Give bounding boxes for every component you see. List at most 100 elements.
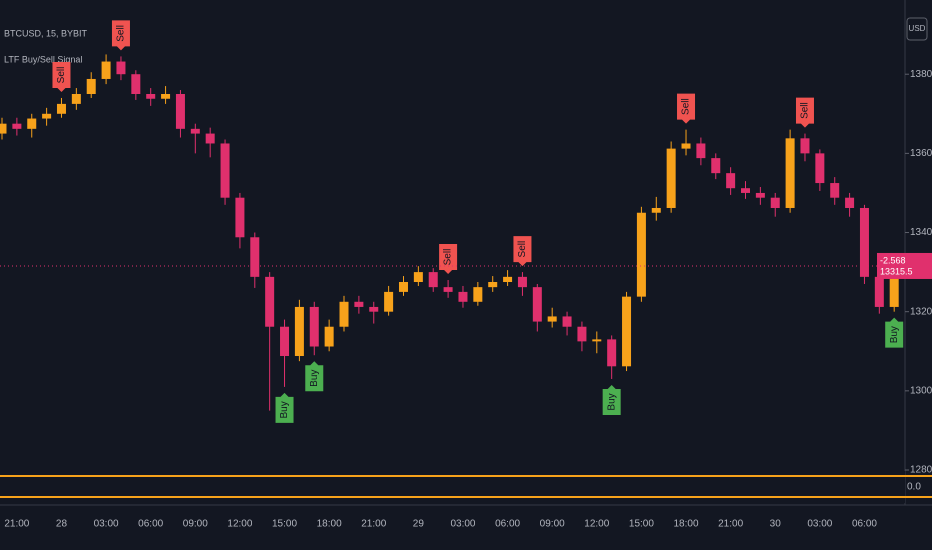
symbol-label: BTCUSD, 15, BYBIT (4, 28, 88, 38)
candle-body (443, 287, 453, 292)
sell-signal (52, 61, 71, 92)
candle-body (889, 265, 899, 307)
candle-body (56, 103, 66, 114)
candle-body (250, 237, 260, 277)
candle-body (815, 153, 825, 184)
candle-body (131, 74, 141, 94)
candle-body (190, 128, 200, 134)
buy-signal-label: Buy (889, 326, 900, 343)
candle-body (175, 94, 185, 129)
candle-body (830, 183, 840, 198)
candle-body (294, 306, 304, 357)
x-tick-label: 12:00 (227, 519, 252, 530)
candle-body (711, 158, 721, 174)
buy-signal-label: Buy (606, 393, 617, 410)
y-tick-label: 13600.0 (910, 148, 932, 159)
x-tick-label: 15:00 (629, 519, 654, 530)
sell-signal (439, 244, 458, 275)
y-tick-label: 13000.0 (910, 385, 932, 396)
candle-body (755, 192, 765, 198)
buy-signal (885, 317, 904, 348)
sell-signal-label: Sell (800, 102, 811, 119)
indicator-label: LTF Buy/Sell Signal (4, 54, 82, 64)
sell-signal (513, 236, 532, 267)
candle-body (12, 123, 22, 129)
candle-body (280, 326, 290, 357)
candle-body (636, 212, 646, 297)
candle-body (874, 276, 884, 307)
candle-body (607, 339, 617, 367)
x-tick-label: 03:00 (450, 519, 475, 530)
x-tick-label: 21:00 (718, 519, 743, 530)
candle-body (146, 94, 156, 99)
x-tick-label: 15:00 (272, 519, 297, 530)
candle-body (161, 94, 171, 99)
candle-body (532, 287, 542, 322)
candle-body (800, 138, 810, 154)
candle-body (0, 123, 7, 134)
candle-body (651, 207, 661, 213)
x-tick-label: 28 (56, 519, 68, 530)
candle-body (785, 138, 795, 208)
x-tick-label: 29 (413, 519, 425, 530)
x-tick-label: 06:00 (495, 519, 520, 530)
buy-signal (602, 384, 621, 415)
sell-signal-label: Sell (56, 67, 67, 84)
x-tick-label: 03:00 (807, 519, 832, 530)
candle-body (577, 326, 587, 342)
y-tick-label: 12800.0 (910, 465, 932, 476)
candle-body (741, 188, 750, 193)
buy-signal-label: Buy (279, 401, 290, 418)
currency-box (906, 17, 928, 41)
sell-signal-label: Sell (681, 98, 692, 115)
candle-body (859, 207, 869, 277)
x-tick-label: 18:00 (317, 519, 342, 530)
candle-body (220, 143, 230, 198)
y-tick-label: 13200.0 (910, 306, 932, 317)
candle-body (517, 276, 527, 288)
candle-body (473, 287, 483, 302)
candle-body (369, 306, 379, 312)
candle-body (726, 173, 736, 189)
y-tick-label: 13400.0 (910, 227, 932, 238)
candle-body (205, 133, 215, 144)
buy-signal-label: Buy (309, 370, 320, 387)
sell-signal-label: Sell (116, 25, 127, 42)
sell-signal-label: Sell (517, 241, 528, 258)
candle-body (622, 296, 632, 367)
candle-body (27, 118, 37, 129)
sell-signal (111, 20, 130, 51)
candle-body (547, 316, 557, 322)
sell-signal-label: Sell (443, 249, 454, 266)
candle-body (458, 291, 468, 302)
candle-body (503, 276, 513, 282)
x-tick-label: 09:00 (183, 519, 208, 530)
candle-body (309, 306, 319, 347)
candle-body (71, 94, 81, 104)
sell-signal (677, 93, 696, 124)
buy-signal (305, 361, 324, 392)
candle-body (398, 282, 408, 292)
x-tick-label: 09:00 (540, 519, 565, 530)
candle-body (339, 301, 349, 327)
change-label: -2.568 (880, 255, 906, 265)
candle-body (354, 301, 364, 307)
candle-body (42, 113, 52, 119)
candle-body (235, 197, 245, 238)
last-price-label: 13315.5 (880, 266, 913, 276)
candle-body (845, 197, 855, 208)
x-tick-label: 21:00 (4, 519, 29, 530)
candle-body (86, 78, 96, 94)
candle-body (265, 276, 275, 327)
x-tick-label: 06:00 (852, 519, 877, 530)
candle-body (384, 291, 394, 312)
x-tick-label: 06:00 (138, 519, 163, 530)
x-tick-label: 03:00 (94, 519, 119, 530)
sell-signal (795, 97, 814, 128)
currency-label: USD (909, 24, 926, 33)
buy-signal (275, 392, 294, 423)
candle-body (770, 197, 780, 208)
candle-body (562, 316, 572, 327)
